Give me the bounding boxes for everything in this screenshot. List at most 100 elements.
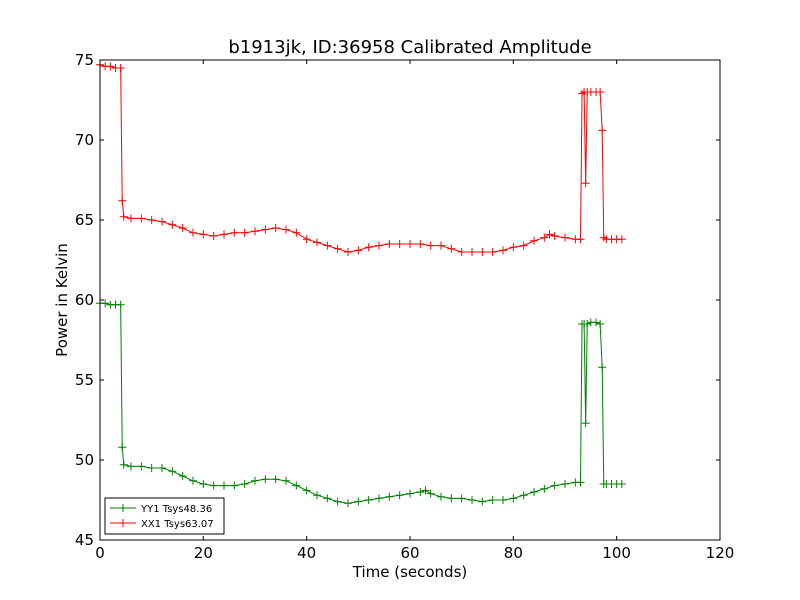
- data-point: [147, 464, 156, 472]
- data-point: [240, 480, 249, 488]
- data-point: [519, 241, 528, 250]
- data-point: [230, 228, 239, 237]
- series-xx1-tsys63-07: [96, 60, 626, 256]
- data-point: [344, 499, 352, 508]
- x-tick-label: 100: [602, 544, 631, 562]
- x-tick-label: 0: [95, 544, 105, 562]
- series-line-yy1-tsys48-36: [100, 302, 622, 504]
- data-point: [168, 467, 177, 476]
- data-point: [519, 491, 528, 500]
- y-tick-label: 45: [75, 531, 94, 549]
- data-point: [385, 240, 394, 248]
- data-point: [199, 480, 208, 488]
- data-point: [578, 89, 587, 98]
- data-point: [596, 88, 605, 96]
- data-point: [220, 481, 228, 490]
- data-point: [437, 241, 445, 250]
- legend-marker-yy1-tsys48-36: [119, 504, 127, 512]
- data-point: [617, 480, 626, 488]
- plot-frame: [99, 59, 721, 541]
- data-point: [416, 488, 425, 496]
- data-point: [354, 497, 363, 506]
- data-point: [261, 225, 270, 234]
- data-point: [447, 494, 456, 503]
- data-point: [119, 212, 128, 221]
- data-point: [499, 496, 507, 504]
- data-point: [550, 232, 559, 240]
- data-point: [323, 494, 332, 503]
- data-point: [116, 64, 125, 72]
- legend-label-xx1-tsys63-07: XX1 Tsys63.07: [141, 519, 214, 530]
- y-tick-label: 75: [75, 51, 94, 69]
- data-point: [406, 240, 414, 248]
- data-point: [426, 489, 435, 498]
- data-point: [302, 486, 311, 495]
- data-point: [478, 497, 487, 506]
- data-point: [437, 492, 445, 501]
- data-point: [375, 494, 383, 503]
- data-point: [576, 235, 585, 244]
- data-point: [178, 472, 187, 480]
- data-point: [323, 241, 332, 250]
- data-point: [282, 225, 290, 234]
- data-point: [261, 475, 270, 484]
- data-point: [271, 224, 280, 232]
- data-point: [583, 320, 592, 328]
- y-tick-label: 55: [75, 371, 94, 389]
- y-tick-label: 70: [75, 131, 94, 149]
- data-point: [158, 464, 166, 472]
- series-layer: [96, 60, 626, 508]
- data-point: [313, 491, 321, 500]
- data-point: [488, 248, 497, 256]
- data-point: [457, 248, 466, 256]
- data-point: [540, 233, 549, 242]
- data-point: [292, 228, 301, 237]
- data-point: [118, 196, 127, 205]
- x-tick-label: 60: [400, 544, 419, 562]
- data-point: [364, 496, 373, 504]
- legend-box: [104, 497, 225, 535]
- data-point: [375, 241, 383, 250]
- data-point: [101, 299, 110, 308]
- data-point: [271, 475, 280, 484]
- data-point: [333, 497, 342, 506]
- data-point: [168, 220, 177, 229]
- data-point: [545, 230, 554, 239]
- data-point: [406, 489, 414, 498]
- y-axis: 45 50 55 60 65 70 75: [75, 51, 720, 549]
- data-point: [509, 243, 518, 252]
- x-tick-label: 120: [706, 544, 735, 562]
- data-point: [147, 216, 156, 224]
- data-point: [251, 227, 259, 236]
- data-point: [333, 244, 342, 253]
- data-point: [209, 232, 218, 240]
- data-point: [447, 244, 456, 253]
- data-point: [596, 320, 605, 328]
- data-point: [468, 248, 476, 256]
- data-point: [395, 491, 404, 500]
- y-tick-label: 65: [75, 211, 94, 229]
- data-point: [598, 126, 607, 135]
- data-point: [385, 492, 394, 501]
- data-point: [344, 248, 352, 256]
- data-point: [116, 300, 125, 309]
- y-tick-label: 60: [75, 291, 94, 309]
- data-point: [561, 233, 569, 242]
- data-point: [230, 481, 239, 490]
- x-axis: 0 20 40 60 80 100 120: [95, 60, 734, 562]
- data-point: [137, 214, 146, 223]
- data-point: [178, 224, 187, 232]
- data-point: [395, 240, 404, 248]
- data-point: [118, 443, 127, 452]
- data-point: [561, 480, 569, 488]
- data-point: [354, 246, 363, 255]
- data-point: [509, 494, 518, 503]
- data-point: [421, 486, 430, 495]
- data-point: [313, 238, 321, 247]
- data-point: [127, 462, 135, 471]
- data-point: [499, 246, 507, 255]
- data-point: [530, 488, 538, 496]
- data-point: [158, 217, 166, 226]
- data-point: [581, 179, 590, 188]
